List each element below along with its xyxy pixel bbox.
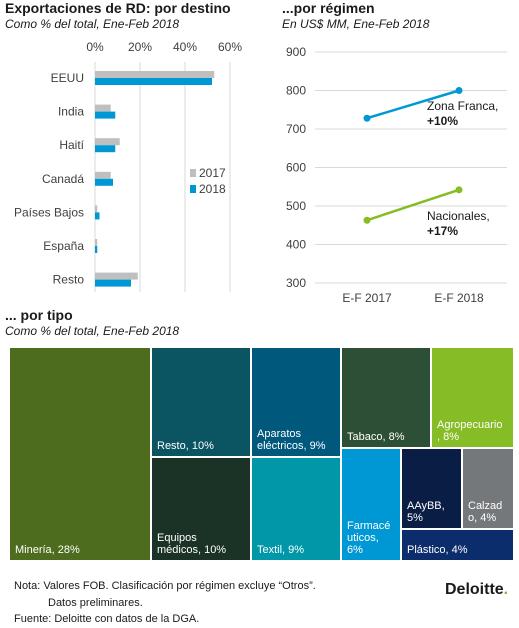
treemap-tile-label: Farmacé uticos, 6% <box>347 520 391 556</box>
series-point <box>363 114 371 122</box>
treemap-tile: Agropecuario , 8% <box>431 347 514 448</box>
x-tick-label: 0% <box>86 40 104 54</box>
y-tick-label: 400 <box>286 238 306 252</box>
legend-swatch-2017 <box>190 169 196 177</box>
y-tick-label: 500 <box>286 199 306 213</box>
treemap-tile: Resto, 10% <box>151 347 251 457</box>
treemap-tile: Farmacé uticos, 6% <box>341 448 401 561</box>
x-tick-label: 20% <box>128 40 152 54</box>
bar-2017 <box>95 205 98 213</box>
category-label: India <box>58 105 84 119</box>
logo-dot: . <box>503 581 509 598</box>
bar-2018 <box>95 212 100 220</box>
bar-2017 <box>95 171 111 179</box>
y-tick-label: 700 <box>286 122 306 136</box>
bar-2018 <box>95 78 212 85</box>
bar-2017 <box>95 104 111 112</box>
bar-2018 <box>95 145 116 153</box>
regimen-subtitle: En US$ MM, Ene-Feb 2018 <box>282 17 430 31</box>
legend-swatch-2018 <box>190 185 196 193</box>
bar-2018 <box>95 178 113 186</box>
treemap-tile-label: Resto, 10% <box>157 440 214 452</box>
bar-2018 <box>95 279 131 287</box>
category-label: EEUU <box>51 71 84 85</box>
bar-2017 <box>95 239 98 246</box>
y-tick-label: 600 <box>286 161 306 175</box>
treemap-tile: Minería, 28% <box>9 347 151 561</box>
destino-subtitle: Como % del total, Ene-Feb 2018 <box>5 17 180 31</box>
treemap-tile-label: Equipos médicos, 10% <box>157 532 227 556</box>
series-value-label: +17% <box>427 224 458 238</box>
destino-title: Exportaciones de RD: por destino <box>5 0 231 16</box>
bar-2017 <box>95 138 120 146</box>
x-tick-label: E-F 2017 <box>342 291 392 305</box>
series-point <box>455 87 463 94</box>
y-tick-label: 300 <box>286 276 306 290</box>
treemap-tile-label: Minería, 28% <box>15 544 80 556</box>
bar-2017 <box>95 71 215 78</box>
treemap-tile-label: Textil, 9% <box>257 544 305 556</box>
deloitte-logo: Deloitte. <box>445 581 508 599</box>
treemap-tile-label: Calzad o, 4% <box>468 500 503 524</box>
treemap-tile-label: Plástico, 4% <box>407 544 468 556</box>
treemap-tile-label: Agropecuario , 8% <box>437 419 503 443</box>
category-label: Resto <box>53 273 85 287</box>
y-tick-label: 800 <box>286 84 306 98</box>
x-tick-label: E-F 2018 <box>434 291 484 305</box>
x-tick-label: 60% <box>218 40 242 54</box>
series-value-label: +10% <box>427 114 458 128</box>
category-label: Canadá <box>42 172 84 186</box>
series-label: Nacionales, <box>427 209 490 223</box>
y-tick-label: 900 <box>286 45 306 59</box>
category-label: España <box>43 239 84 253</box>
regimen-line-chart: 900 800 700 600 500 400 300 E-F 2017 E-F 2018 Zon… <box>286 45 507 305</box>
bar-2018 <box>95 246 98 253</box>
treemap-tile-label: Aparatos eléctricos, 9% <box>257 428 326 452</box>
logo-text: Deloitte <box>445 581 504 598</box>
treemap-tile: AAyBB, 5% <box>401 448 462 529</box>
treemap-tile: Textil, 9% <box>251 457 341 561</box>
nota-text-2: Datos preliminares. <box>48 597 143 609</box>
treemap-tile: Tabaco, 8% <box>341 347 431 448</box>
destino-bar-chart: 0% 20% 40% 60% EEUU India Haití Canadá Países Ba… <box>14 40 242 292</box>
series-point <box>363 216 371 224</box>
nota-text: Nota: Valores FOB. Clasificación por rég… <box>14 580 316 592</box>
treemap-tile: Calzad o, 4% <box>462 448 514 529</box>
x-tick-label: 40% <box>173 40 197 54</box>
series-line <box>366 89 460 120</box>
tipo-treemap: Minería, 28% Resto, 10% Equipos médicos, 1… <box>9 347 514 561</box>
tipo-subtitle: Como % del total, Ene-Feb 2018 <box>5 324 180 338</box>
treemap-tile-label: Tabaco, 8% <box>347 431 405 443</box>
regimen-title: ...por régimen <box>282 0 375 16</box>
fuente-text: Fuente: Deloitte con datos de la DGA. <box>14 613 200 625</box>
treemap-tile: Aparatos eléctricos, 9% <box>251 347 341 457</box>
bar-2018 <box>95 111 116 119</box>
treemap-tile: Equipos médicos, 10% <box>151 457 251 561</box>
legend-label-2017: 2017 <box>199 166 226 180</box>
series-label: Zona Franca, <box>427 99 498 113</box>
tipo-title: ... por tipo <box>5 307 73 323</box>
bar-2017 <box>95 272 138 280</box>
treemap-tile-label: AAyBB, 5% <box>407 500 445 524</box>
series-point <box>455 186 463 194</box>
category-label: Haití <box>59 138 84 152</box>
series-line <box>366 188 460 222</box>
category-label: Países Bajos <box>14 205 84 219</box>
treemap-tile: Plástico, 4% <box>401 529 514 561</box>
legend-label-2018: 2018 <box>199 182 226 196</box>
